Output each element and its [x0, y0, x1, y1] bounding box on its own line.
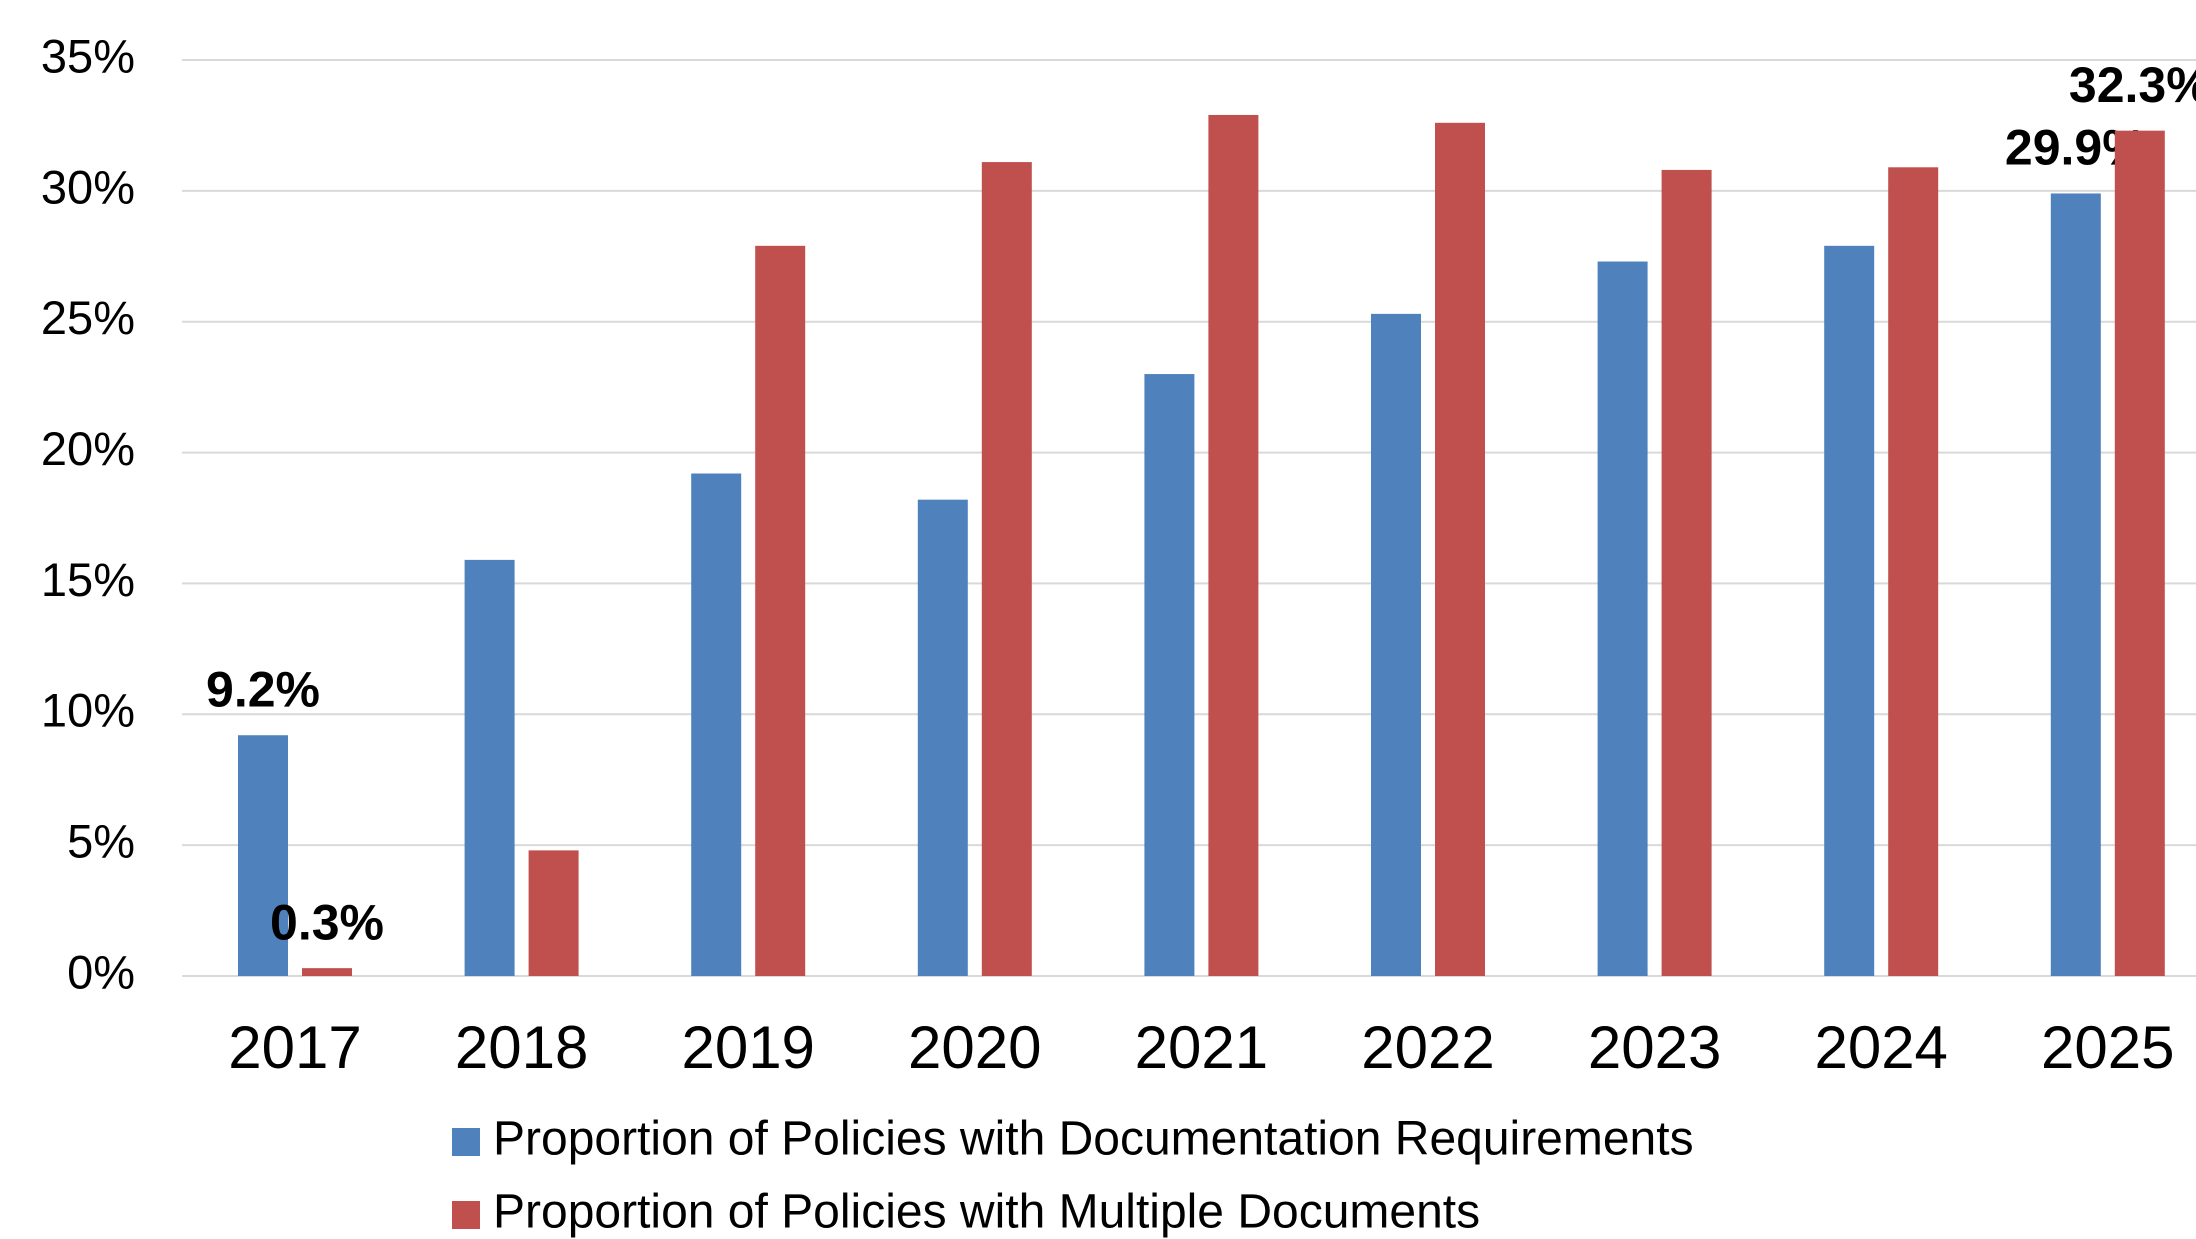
bar — [691, 473, 742, 976]
legend-label: Proportion of Policies with Multiple Doc… — [493, 1186, 1480, 1239]
bar — [528, 850, 579, 976]
bar — [2050, 193, 2101, 976]
x-tick-label: 2024 — [1814, 1014, 1947, 1081]
data-label: 9.2% — [206, 661, 320, 717]
y-tick-label: 0% — [67, 945, 135, 998]
bar — [238, 735, 288, 976]
legend-swatch — [452, 1201, 480, 1229]
bar — [981, 162, 1032, 976]
x-tick-label: 2017 — [228, 1014, 361, 1081]
x-tick-label: 2021 — [1135, 1014, 1268, 1081]
bar — [1371, 313, 1421, 976]
x-tick-label: 2022 — [1361, 1014, 1494, 1081]
data-label: 0.3% — [270, 894, 384, 950]
y-tick-label: 5% — [67, 815, 135, 868]
x-tick-label: 2025 — [2041, 1014, 2174, 1081]
y-tick-label: 30% — [41, 160, 135, 213]
legend-label: Proportion of Policies with Documentatio… — [493, 1113, 1694, 1166]
bar — [1208, 114, 1259, 976]
x-tick-label: 2020 — [908, 1014, 1041, 1081]
bar — [1824, 245, 1875, 976]
y-tick-label: 10% — [41, 684, 135, 737]
x-tick-label: 2023 — [1588, 1014, 1721, 1081]
x-tick-label: 2019 — [681, 1014, 814, 1081]
y-tick-label: 15% — [41, 553, 135, 606]
bar — [2114, 130, 2165, 977]
data-label: 32.3% — [2069, 57, 2196, 113]
legend-swatch — [452, 1128, 480, 1156]
bar — [1661, 169, 1712, 977]
bar — [302, 968, 352, 976]
bar — [755, 245, 806, 976]
y-tick-label: 25% — [41, 291, 135, 344]
bar — [917, 499, 968, 976]
bar — [464, 559, 515, 976]
y-tick-label: 20% — [41, 422, 135, 475]
bar — [1435, 122, 1485, 977]
bar — [1144, 374, 1195, 976]
y-tick-label: 35% — [41, 29, 135, 82]
bar — [1888, 167, 1939, 976]
bar — [1597, 261, 1648, 976]
x-tick-label: 2018 — [455, 1014, 588, 1081]
